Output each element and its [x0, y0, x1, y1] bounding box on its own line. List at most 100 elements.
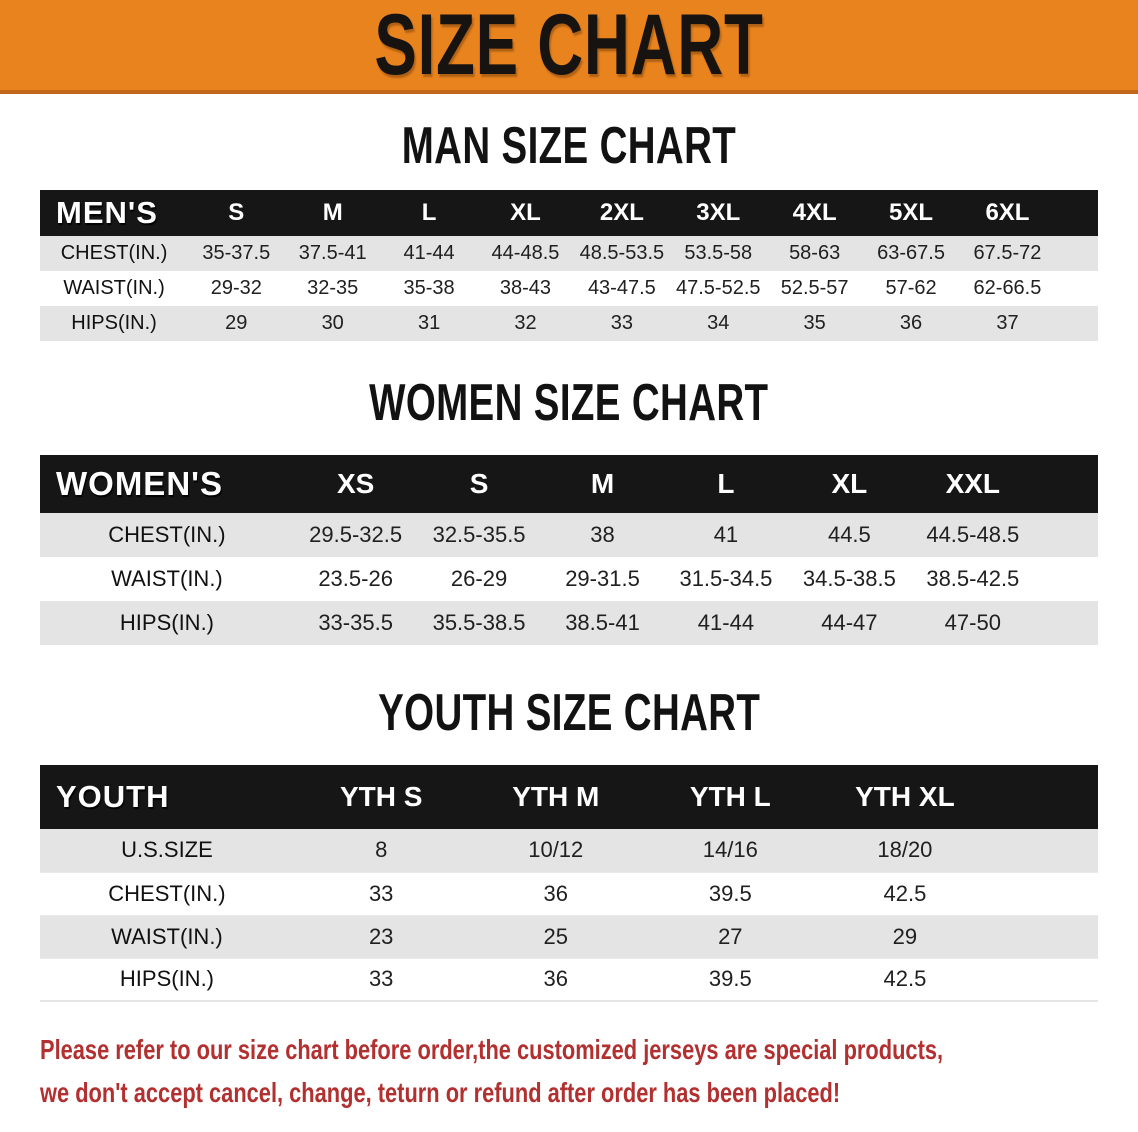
size-value-cell: 18/20	[877, 837, 933, 863]
spacer-cell	[1035, 601, 1098, 645]
spacer-cell	[1034, 455, 1098, 513]
size-value-cell: 41-44	[697, 610, 755, 635]
size-value-cell: 38.5-42.5	[926, 566, 1020, 591]
disclaimer: Please refer to our size chart before or…	[40, 1028, 1138, 1115]
size-value-cell: 47.5-52.5	[676, 277, 761, 299]
men-section-heading: MAN SIZE CHART	[0, 120, 1138, 172]
size-value-cell: 29-31.5	[565, 566, 640, 591]
size-column-header: YTH L	[643, 765, 818, 829]
size-value-cell: 38.5-41	[565, 610, 640, 635]
women-section-heading-text: WOMEN SIZE CHART	[369, 374, 769, 432]
size-value-cell: 42.5	[883, 880, 927, 906]
size-header-row: WOMEN'S XS S M L XL XXL	[40, 455, 1098, 513]
measurement-row: U.S.SIZE 8 10/12 14/16 18/20	[40, 829, 1098, 872]
size-value-cell: 62-66.5	[973, 277, 1042, 299]
table-group-label: WOMEN'S	[40, 455, 294, 513]
size-value-cell: 14/16	[702, 837, 758, 863]
women-size-table: WOMEN'S XS S M L XL XXL CHEST(IN.) 29.5-32.5 32.5…	[40, 455, 1098, 645]
men-size-table: MEN'S S M L XL 2XL 3XL 4XL 5XL 6XL CHEST(IN.) 35-37…	[40, 190, 1098, 341]
row-label: HIPS(IN.)	[119, 966, 215, 992]
size-value-cell: 23	[368, 923, 394, 949]
size-column-header: XL	[787, 455, 912, 513]
size-column-header: 2XL	[573, 190, 671, 236]
size-value-cell: 38-43	[499, 277, 552, 299]
spacer-cell	[1056, 271, 1098, 306]
size-value-cell: 27	[718, 923, 743, 949]
size-column-header: XXL	[911, 455, 1035, 513]
measurement-row: CHEST(IN.) 35-37.5 37.5-41 41-44 44-48.5 48.5…	[40, 236, 1098, 271]
size-column-header: S	[188, 190, 285, 236]
measurement-row: WAIST(IN.) 29-32 32-35 35-38 38-43 43-47.5 47.…	[40, 271, 1098, 306]
size-value-cell: 29	[225, 312, 248, 334]
spacer-cell	[992, 915, 1098, 958]
size-value-cell: 34.5-38.5	[802, 566, 896, 591]
size-value-cell: 67.5-72	[973, 242, 1042, 264]
measurement-row: WAIST(IN.) 23.5-26 26-29 29-31.5 31.5-34.5 34…	[40, 557, 1098, 601]
size-value-cell: 39.5	[708, 966, 752, 992]
size-value-cell: 35-37.5	[202, 242, 271, 264]
measurement-row: HIPS(IN.) 33 36 39.5 42.5	[40, 958, 1098, 1001]
youth-section-heading-text: YOUTH SIZE CHART	[377, 684, 761, 742]
measurement-row: WAIST(IN.) 23 25 27 29	[40, 915, 1098, 958]
row-label: WAIST(IN.)	[63, 277, 165, 299]
row-label: WAIST(IN.)	[111, 923, 223, 949]
spacer-cell	[992, 958, 1098, 1001]
size-value-cell: 44-47	[821, 610, 878, 635]
size-value-cell: 29.5-32.5	[309, 522, 403, 547]
disclaimer-line-1: Please refer to our size chart before or…	[40, 1028, 1138, 1071]
banner: SIZE CHART	[0, 0, 1138, 94]
size-header-row: MEN'S S M L XL 2XL 3XL 4XL 5XL 6XL	[40, 190, 1098, 236]
row-label: HIPS(IN.)	[119, 610, 215, 635]
women-section-heading: WOMEN SIZE CHART	[0, 377, 1138, 429]
size-column-header: 5XL	[862, 190, 960, 236]
table-group-label: MEN'S	[40, 190, 189, 236]
section-youth: YOUTH SIZE CHART YOUTH YTH S YTH M YTH L YTH…	[0, 687, 1138, 1002]
size-value-cell: 58-63	[789, 242, 841, 264]
size-value-cell: 42.5	[883, 966, 927, 992]
size-value-cell: 30	[321, 312, 344, 334]
youth-section-heading: YOUTH SIZE CHART	[0, 687, 1138, 739]
size-value-cell: 32.5-35.5	[432, 522, 526, 547]
size-value-cell: 39.5	[708, 880, 752, 906]
youth-size-table: YOUTH YTH S YTH M YTH L YTH XL U.S.SIZE 8 10/12…	[40, 765, 1098, 1002]
disclaimer-text-1: Please refer to our size chart before or…	[40, 1034, 944, 1065]
size-value-cell: 43-47.5	[587, 277, 656, 299]
spacer-cell	[1035, 513, 1098, 557]
spacer-cell	[1055, 190, 1098, 236]
row-label: U.S.SIZE	[121, 837, 213, 863]
spacer-cell	[1056, 306, 1098, 341]
size-value-cell: 31	[417, 312, 441, 334]
size-value-cell: 35	[803, 312, 826, 334]
spacer-cell	[992, 872, 1098, 915]
measurement-row: CHEST(IN.) 33 36 39.5 42.5	[40, 872, 1098, 915]
size-value-cell: 34	[707, 312, 730, 334]
size-column-header: XS	[293, 455, 418, 513]
size-value-cell: 38	[590, 522, 615, 547]
size-value-cell: 41	[713, 522, 739, 547]
size-value-cell: 33-35.5	[318, 610, 393, 635]
spacer-cell	[1035, 557, 1098, 601]
size-value-cell: 36	[543, 880, 568, 906]
size-value-cell: 48.5-53.5	[579, 242, 665, 264]
size-column-header: M	[284, 190, 381, 236]
spacer-cell	[1056, 236, 1098, 271]
row-label: CHEST(IN.)	[108, 880, 226, 906]
size-value-cell: 35.5-38.5	[432, 610, 526, 635]
size-column-header: L	[380, 190, 478, 236]
size-value-cell: 57-62	[885, 277, 937, 299]
size-value-cell: 8	[375, 837, 388, 863]
size-header-row: YOUTH YTH S YTH M YTH L YTH XL	[40, 765, 1098, 829]
size-column-header: L	[664, 455, 788, 513]
table-group-label: YOUTH	[40, 765, 294, 829]
spacer-cell	[992, 765, 1098, 829]
size-value-cell: 25	[543, 923, 568, 949]
size-value-cell: 36	[543, 966, 568, 992]
banner-title: SIZE CHART	[374, 0, 764, 93]
size-value-cell: 31.5-34.5	[679, 566, 773, 591]
size-column-header: YTH XL	[817, 765, 993, 829]
size-value-cell: 52.5-57	[780, 277, 849, 299]
spacer-cell	[992, 829, 1098, 872]
size-column-header: S	[417, 455, 541, 513]
measurement-row: HIPS(IN.) 29 30 31 32 33 34 35 36 37	[40, 306, 1098, 341]
row-label: HIPS(IN.)	[71, 312, 157, 334]
